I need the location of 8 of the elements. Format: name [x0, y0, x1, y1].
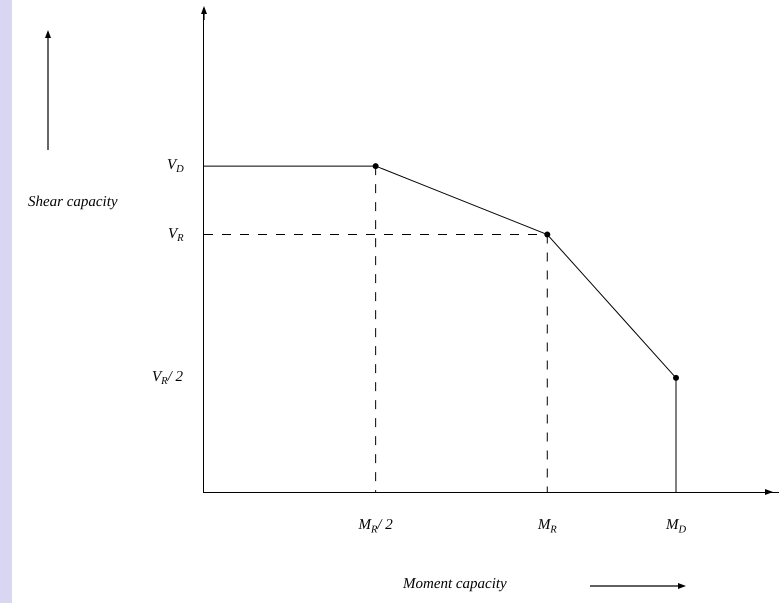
x-axis-title: Moment capacity — [402, 576, 508, 592]
text: V$_{R}$ — [168, 226, 184, 244]
text: V$_{D}$ — [167, 157, 184, 176]
x-tick-label: M$_{R}$/ 2 — [357, 517, 394, 536]
text: Shear capacity — [28, 194, 118, 210]
text: V$_{R}$/ 2 — [152, 369, 184, 388]
x-tick-label: M$_{D}$ — [664, 517, 686, 536]
x-tick-label: M$_{R}$ — [536, 517, 558, 536]
